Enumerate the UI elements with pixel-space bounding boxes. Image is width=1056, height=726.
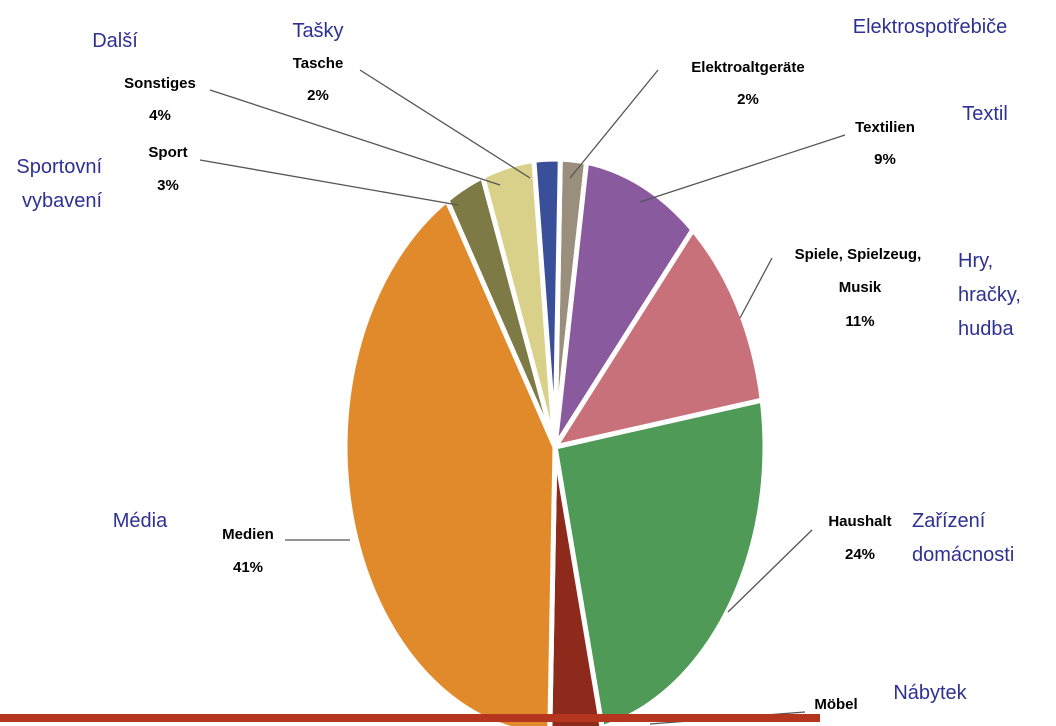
footer-bar bbox=[0, 714, 820, 722]
translation-label: Zařízení domácnosti bbox=[912, 510, 1014, 566]
leader-line bbox=[640, 135, 845, 202]
value-label: 41% bbox=[233, 559, 263, 576]
category-label: Spiele, Spielzeug, Musik bbox=[795, 246, 926, 296]
category-label: Elektroaltgeräte bbox=[691, 59, 804, 76]
translation-label: Sportovní vybavení bbox=[16, 156, 107, 212]
chart: Elektroaltgeräte 2% Elektrospotřebiče Texti… bbox=[0, 0, 1056, 726]
leader-line bbox=[740, 258, 772, 318]
translation-label: Hry, hračky, hudba bbox=[958, 250, 1027, 340]
value-label: 2% bbox=[737, 91, 759, 108]
leader-line bbox=[210, 90, 500, 185]
value-label: 3% bbox=[157, 177, 179, 194]
translation-label: Textil bbox=[962, 103, 1008, 125]
translation-label: Tašky bbox=[292, 20, 343, 42]
category-label: Tasche bbox=[293, 55, 344, 72]
translation-label: Média bbox=[113, 510, 168, 532]
category-label: Textilien bbox=[855, 119, 915, 136]
category-label: Möbel bbox=[814, 696, 857, 713]
value-label: 11% bbox=[845, 313, 874, 330]
value-label: 2% bbox=[307, 87, 329, 104]
value-label: 9% bbox=[874, 151, 896, 168]
translation-label: Elektrospotřebiče bbox=[853, 16, 1008, 38]
value-label: 4% bbox=[149, 107, 171, 124]
category-label: Sonstiges bbox=[124, 75, 196, 92]
leader-line bbox=[570, 70, 658, 178]
value-label: 24% bbox=[845, 546, 875, 563]
leader-line bbox=[360, 70, 530, 178]
category-label: Haushalt bbox=[828, 513, 891, 530]
translation-label: Nábytek bbox=[893, 682, 967, 704]
category-label: Sport bbox=[148, 144, 187, 161]
category-label: Medien bbox=[222, 526, 274, 543]
translation-label: Další bbox=[92, 30, 138, 52]
leader-line bbox=[200, 160, 458, 205]
pie bbox=[345, 159, 765, 726]
